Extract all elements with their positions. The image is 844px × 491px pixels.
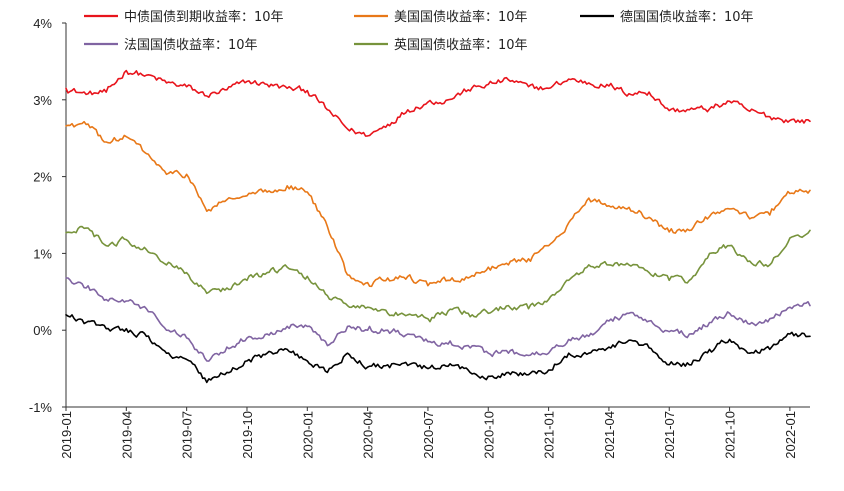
- legend-item-5: 英国国债收益率：10年: [354, 37, 528, 53]
- x-tick-label: 2019-07: [180, 411, 195, 459]
- x-tick-label: 2021-07: [662, 411, 677, 459]
- legend-item-4: 法国国债收益率：10年: [84, 37, 258, 53]
- x-tick-label: 2019-04: [119, 411, 134, 459]
- x-tick-label: 2019-10: [240, 411, 255, 459]
- x-tick-label: 2021-10: [723, 411, 738, 459]
- y-axis: -1% 0% 1% 2% 3% 4%: [29, 16, 67, 415]
- legend-label: 中债国债到期收益率：10年: [124, 9, 284, 25]
- legend-item-3: 德国国债收益率：10年: [580, 9, 754, 25]
- y-tick-label: 1%: [33, 246, 52, 261]
- y-tick-label: 2%: [33, 170, 52, 185]
- legend-item-1: 中债国债到期收益率：10年: [84, 9, 284, 25]
- x-tick-label: 2019-01: [59, 411, 74, 459]
- x-tick-label: 2020-04: [361, 411, 376, 459]
- legend-label: 美国国债收益率：10年: [394, 9, 528, 25]
- series-line-3: [65, 314, 811, 384]
- series-line-2: [65, 120, 811, 288]
- x-tick-label: 2020-10: [481, 411, 496, 459]
- series-line-4: [65, 277, 811, 362]
- legend-item-2: 美国国债收益率：10年: [354, 9, 528, 25]
- plot-area: [65, 69, 811, 384]
- y-tick-label: -1%: [29, 400, 53, 415]
- y-tick-label: 0%: [33, 323, 52, 338]
- x-tick-label: 2022-01: [783, 411, 798, 459]
- legend-label: 英国国债收益率：10年: [394, 37, 528, 53]
- legend-label: 德国国债收益率：10年: [620, 9, 754, 25]
- x-tick-label: 2020-07: [421, 411, 436, 459]
- y-tick-label: 3%: [33, 93, 52, 108]
- legend: 中债国债到期收益率：10年 美国国债收益率：10年 德国国债收益率：10年法国国债收…: [84, 9, 754, 53]
- legend-label: 法国国债收益率：10年: [124, 37, 258, 53]
- x-tick-label: 2021-04: [602, 411, 617, 459]
- x-tick-label: 2020-01: [300, 411, 315, 459]
- series-line-5: [65, 225, 811, 323]
- x-tick-label: 2021-01: [542, 411, 557, 459]
- series-line-1: [65, 69, 811, 137]
- x-axis: 2019-01 2019-04 2019-07 2019-10 2020-01 2020-…: [59, 406, 810, 459]
- y-tick-label: 4%: [33, 16, 52, 31]
